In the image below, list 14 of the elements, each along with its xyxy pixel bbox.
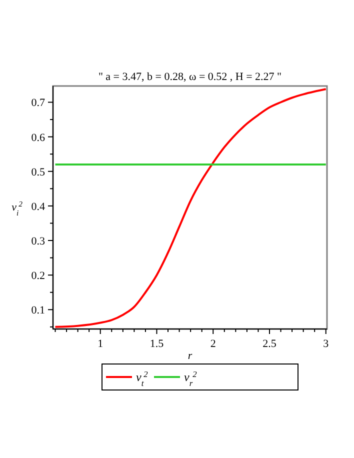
y-tick-label: 0.1 xyxy=(31,304,45,317)
y-tick-label: 0.3 xyxy=(31,236,46,248)
y-tick-label: 0.6 xyxy=(31,132,46,144)
y-tick-label: 0.5 xyxy=(31,166,46,178)
x-tick-label: 2.5 xyxy=(262,338,277,350)
chart-title: " a = 3.47, b = 0.28, ω = 0.52 , H = 2.27 " xyxy=(98,71,282,83)
x-tick-label: 2 xyxy=(210,338,216,350)
y-tick-label: 0.2 xyxy=(31,270,45,282)
x-tick-label: 1 xyxy=(98,338,104,350)
x-axis-title: r xyxy=(188,350,193,362)
y-tick-label: 0.4 xyxy=(31,200,46,213)
x-tick-label: 3 xyxy=(323,338,330,350)
x-tick-label: 1.5 xyxy=(150,338,164,350)
y-tick-label: 0.7 xyxy=(31,97,46,110)
